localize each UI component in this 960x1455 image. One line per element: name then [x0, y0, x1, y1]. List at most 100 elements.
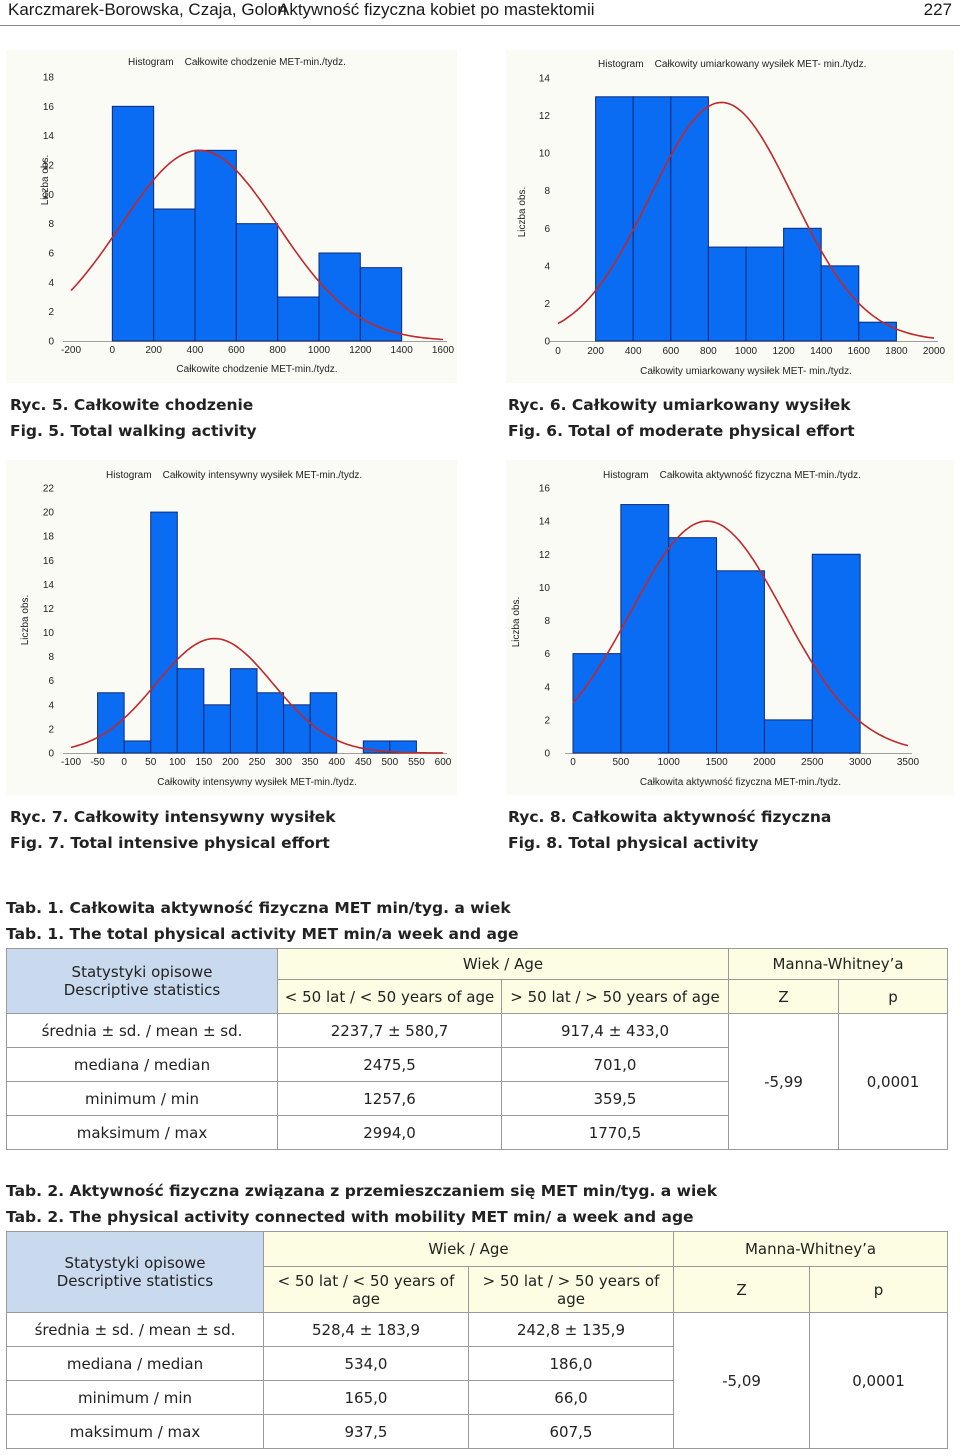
histogram-bar — [283, 704, 311, 754]
y-tick-label: 4 — [544, 261, 550, 272]
histogram-bar — [811, 553, 861, 754]
x-tick-label: 400 — [187, 345, 204, 356]
table-row: mediana / median 2475,5 701,0 — [6, 1047, 948, 1082]
histogram-bar — [572, 653, 622, 754]
table-1-stat-header-en: Descriptive statistics — [63, 981, 221, 999]
x-axis-label: Całkowita aktywność fizyczna MET-min./ty… — [640, 777, 841, 788]
y-tick-label: 0 — [544, 337, 550, 348]
table-1-stat-header-pl: Statystyki opisowe — [71, 963, 213, 981]
y-tick-label: 18 — [43, 532, 55, 543]
y-tick-label: 6 — [544, 649, 550, 660]
y-tick-label: 16 — [43, 556, 55, 567]
x-tick-label: 1400 — [810, 346, 833, 357]
x-tick-label: 400 — [625, 346, 642, 357]
table-1: Statystyki opisowe Descriptive statistic… — [6, 948, 949, 1150]
young-value: 165,0 — [263, 1380, 469, 1415]
table-2-stat-header-pl: Statystyki opisowe — [64, 1254, 206, 1272]
x-tick-label: -50 — [90, 757, 105, 768]
young-value: 937,5 — [263, 1414, 469, 1449]
histogram-bar — [858, 321, 897, 342]
x-tick-label: 2000 — [753, 757, 776, 768]
y-tick-label: 8 — [544, 616, 550, 627]
table-2-col-old: > 50 lat / > 50 years of age — [468, 1266, 674, 1313]
x-tick-label: 200 — [587, 346, 604, 357]
histogram-bar — [668, 537, 718, 754]
y-tick-label: 14 — [539, 74, 551, 85]
figure-5-caption-pl: Ryc. 5. Całkowite chodzenie — [10, 396, 254, 414]
table-2-z-value: -5,09 — [673, 1312, 810, 1449]
old-value: 701,0 — [501, 1047, 729, 1082]
figure-8-caption-pl: Ryc. 8. Całkowita aktywność fizyczna — [508, 808, 832, 826]
row-label: mediana / median — [6, 1346, 264, 1381]
table-2-stat-header-en: Descriptive statistics — [56, 1272, 214, 1290]
x-axis-label: Całkowity intensywny wysiłek MET-min./ty… — [157, 777, 357, 788]
histogram-bar — [309, 692, 338, 754]
page-number: 227 — [923, 0, 952, 19]
row-label: minimum / min — [6, 1380, 264, 1415]
histogram-bar — [277, 296, 320, 342]
young-value: 2475,5 — [277, 1047, 502, 1082]
figure-6-caption-pl: Ryc. 6. Całkowity umiarkowany wysiłek — [508, 396, 851, 414]
x-tick-label: 1200 — [772, 346, 795, 357]
x-tick-label: 200 — [145, 345, 162, 356]
table-1-col-p: p — [837, 979, 949, 1014]
young-value: 528,4 ± 183,9 — [263, 1312, 469, 1347]
header-title: Aktywność fizyczna kobiet po mastektomii — [278, 0, 595, 19]
histogram-bar — [783, 227, 822, 342]
table-2-caption-pl: Tab. 2. Aktywność fizyczna związana z pr… — [6, 1182, 718, 1200]
row-label: mediana / median — [6, 1047, 278, 1082]
table-2-mw-header: Manna-Whitney’a — [672, 1231, 949, 1267]
young-value: 1257,6 — [277, 1081, 502, 1116]
y-tick-label: 10 — [43, 628, 55, 639]
histogram-svg: -200 0 200 400 600 800 1000 1200 1400 1600 0 2 4 6 8 10… — [40, 73, 455, 376]
x-tick-label: 1600 — [848, 346, 871, 357]
histogram-bar — [318, 252, 361, 342]
table-2-age-header: Wiek / Age — [263, 1231, 674, 1267]
histogram-bar — [123, 740, 152, 754]
histogram-bar — [707, 246, 747, 342]
figure-6-title: Histogram Całkowity umiarkowany wysiłek … — [598, 59, 867, 70]
x-tick-label: 600 — [228, 345, 245, 356]
old-value: 186,0 — [468, 1346, 674, 1381]
histogram-bar — [203, 704, 231, 754]
x-tick-label: 350 — [302, 757, 319, 768]
y-tick-label: 14 — [539, 517, 551, 528]
x-tick-label: 600 — [662, 346, 679, 357]
old-value: 607,5 — [468, 1414, 674, 1449]
table-row: średnia ± sd. / mean ± sd. 528,4 ± 183,9… — [6, 1312, 949, 1449]
normal-curve — [70, 149, 444, 341]
table-1-col-z: Z — [728, 979, 839, 1014]
table-row: minimum / min 1257,6 359,5 — [6, 1081, 948, 1116]
x-tick-label: -100 — [61, 757, 81, 768]
y-tick-label: 0 — [48, 337, 54, 348]
y-tick-label: 14 — [43, 131, 55, 142]
x-tick-label: 2000 — [923, 346, 946, 357]
table-1-age-header: Wiek / Age — [277, 948, 729, 980]
figure-6-caption-en: Fig. 6. Total of moderate physical effor… — [508, 422, 855, 440]
y-tick-label: 2 — [48, 307, 54, 318]
table-2-stat-header: Statystyki opisowe Descriptive statistic… — [6, 1231, 264, 1313]
y-tick-label: 6 — [48, 249, 54, 260]
x-tick-label: 600 — [435, 757, 452, 768]
y-axis-label: Liczba obs. — [40, 155, 51, 206]
x-tick-label: 800 — [269, 345, 286, 356]
y-tick-label: 0 — [544, 749, 550, 760]
figure-6-histogram: 0 200 400 600 800 1000 1200 1400 1600 1800 2000 0 2 4… — [506, 50, 954, 383]
x-tick-label: 300 — [275, 757, 292, 768]
y-tick-label: 2 — [544, 299, 550, 310]
x-tick-label: 2500 — [801, 757, 824, 768]
table-1-stat-header: Statystyki opisowe Descriptive statistic… — [6, 948, 278, 1014]
table-1-caption: Tab. 1. Całkowita aktywność fizyczna MET… — [6, 895, 519, 947]
table-2: Statystyki opisowe Descriptive statistic… — [6, 1231, 949, 1449]
table-2-p-value: 0,0001 — [808, 1312, 949, 1449]
row-label: średnia ± sd. / mean ± sd. — [6, 1013, 278, 1048]
table-1-col-old: > 50 lat / > 50 years of age — [501, 979, 729, 1014]
x-tick-label: 0 — [570, 757, 576, 768]
figure-7-caption: Ryc. 7. Całkowity intensywny wysiłek Fig… — [10, 804, 336, 856]
table-row: średnia ± sd. / mean ± sd. 2237,7 ± 580,… — [6, 1013, 949, 1150]
normal-curve — [70, 637, 443, 754]
histogram-bar — [229, 668, 258, 754]
y-tick-label: 10 — [539, 583, 551, 594]
y-tick-label: 8 — [48, 652, 54, 663]
y-tick-label: 22 — [43, 484, 55, 495]
